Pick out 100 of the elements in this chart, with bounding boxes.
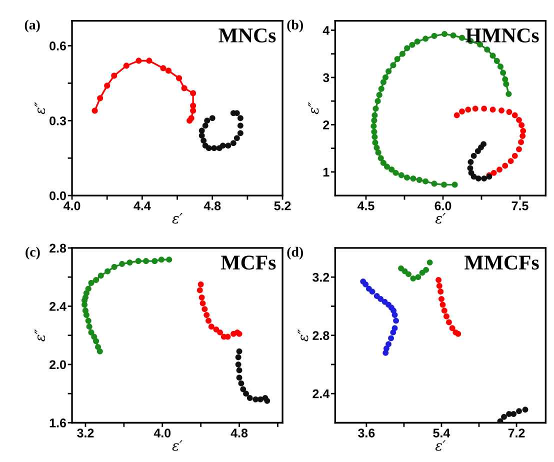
point	[190, 102, 196, 109]
point	[206, 318, 212, 324]
point	[378, 296, 384, 302]
y-axis-title: ε″	[308, 102, 319, 114]
chart-title: MMCFs	[464, 256, 539, 270]
point	[497, 64, 504, 70]
point	[382, 298, 388, 305]
point	[388, 335, 394, 342]
point	[423, 266, 430, 273]
x-axis-title: ε′	[172, 213, 182, 224]
point	[230, 140, 236, 146]
point	[158, 256, 164, 263]
y-tick-label: 2.8	[312, 331, 330, 340]
point	[522, 406, 528, 413]
point	[441, 30, 448, 38]
point	[510, 410, 517, 417]
y-tick-label: 2.8	[50, 244, 66, 253]
point	[468, 159, 474, 166]
y-axis-title: ε″	[34, 102, 46, 114]
point	[506, 90, 512, 98]
point	[92, 338, 100, 344]
point	[204, 118, 210, 124]
x-axis-title: ε′	[435, 213, 446, 224]
point	[419, 270, 426, 276]
point	[165, 68, 172, 74]
y-tick-label: 0.0	[50, 191, 66, 200]
point	[436, 277, 442, 284]
point	[243, 390, 250, 397]
y-tick-label: 1.6	[50, 418, 66, 428]
point	[160, 65, 166, 72]
x-tick-label: 3.6	[358, 428, 375, 438]
point	[512, 112, 518, 118]
point	[123, 62, 130, 69]
point	[392, 170, 399, 176]
point	[431, 32, 438, 39]
point	[481, 106, 488, 112]
point	[220, 142, 226, 149]
point	[431, 180, 438, 187]
y-tick-label: 2	[323, 120, 330, 130]
point	[372, 134, 378, 140]
point	[264, 398, 270, 404]
point	[484, 46, 490, 53]
point	[498, 108, 505, 114]
point	[384, 164, 390, 170]
point	[136, 58, 142, 64]
point	[181, 85, 188, 92]
point	[520, 128, 526, 134]
point	[374, 293, 380, 300]
point	[516, 408, 522, 414]
point	[443, 313, 450, 320]
point	[235, 354, 242, 360]
point	[438, 288, 444, 295]
point	[111, 264, 118, 270]
y-axis-title: ε″	[34, 329, 46, 342]
y-tick-label: 2.0	[50, 360, 66, 370]
point	[111, 72, 118, 79]
point	[104, 268, 111, 274]
point	[211, 145, 218, 152]
chart-title: HMNCs	[466, 28, 539, 42]
point	[370, 123, 377, 130]
point	[376, 92, 382, 98]
point	[415, 274, 422, 280]
point	[392, 312, 398, 318]
point	[450, 32, 456, 38]
y-tick-label: 3.2	[312, 272, 330, 282]
point	[83, 290, 90, 296]
y-tick-label: 0.3	[50, 116, 66, 126]
point	[506, 108, 512, 115]
point	[394, 56, 400, 62]
y-tick-label: 4	[322, 26, 330, 35]
point	[369, 288, 376, 295]
point	[92, 276, 100, 284]
point	[152, 258, 158, 264]
point	[198, 294, 205, 300]
point	[85, 318, 92, 324]
point	[190, 108, 196, 114]
x-tick-label: 5.4	[433, 428, 450, 438]
point	[452, 182, 458, 188]
text: (b)	[287, 20, 303, 32]
point	[516, 146, 522, 152]
x-tick-label: 5.2	[274, 201, 291, 210]
x-tick-label: 4.8	[204, 201, 221, 210]
text: (a)	[24, 20, 40, 32]
point	[378, 86, 384, 92]
point	[382, 350, 389, 356]
point	[198, 132, 205, 139]
point	[204, 312, 210, 318]
point	[414, 38, 420, 45]
text: (c)	[26, 246, 40, 260]
point	[458, 34, 466, 41]
point	[88, 329, 94, 336]
x-tick-label: 7.2	[508, 428, 525, 438]
point	[440, 302, 446, 308]
point	[508, 158, 514, 164]
point	[190, 90, 196, 96]
point	[382, 74, 389, 81]
point	[404, 45, 410, 52]
point	[474, 148, 481, 154]
point	[208, 324, 214, 330]
point	[202, 306, 208, 312]
